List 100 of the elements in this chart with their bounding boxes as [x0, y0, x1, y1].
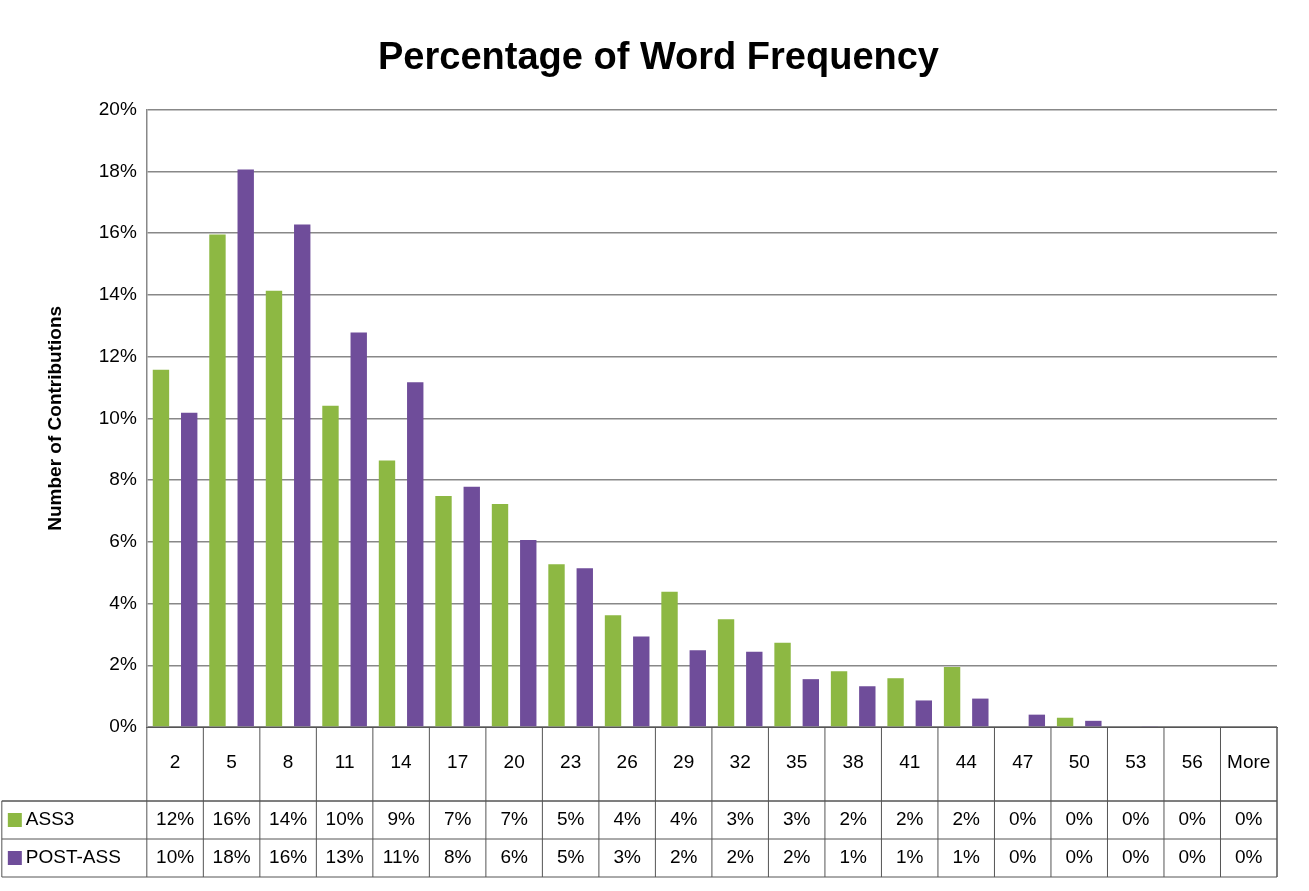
bar: [463, 486, 480, 727]
bar: [802, 679, 819, 727]
x-tick-label: 38: [842, 750, 864, 772]
bar: [548, 564, 565, 727]
data-label: 13%: [325, 846, 364, 868]
bar: [237, 169, 254, 727]
bar: [717, 619, 735, 727]
data-label: 9%: [387, 808, 415, 830]
x-tick-label: 8: [282, 750, 294, 772]
data-label: 18%: [212, 846, 251, 868]
data-label: 14%: [269, 808, 308, 830]
data-label: 8%: [443, 846, 472, 868]
data-label: 10%: [325, 808, 364, 830]
x-tick-label: 26: [616, 750, 638, 772]
data-label: 0%: [1008, 808, 1037, 830]
data-label: 1%: [952, 846, 981, 868]
x-tick-label: 47: [1012, 750, 1034, 772]
data-label: 1%: [839, 846, 868, 868]
bar: [520, 539, 537, 727]
y-tick-label: 4%: [109, 591, 137, 613]
bar: [576, 568, 593, 727]
bar: [265, 290, 283, 727]
x-tick-label: 23: [560, 750, 582, 772]
data-label: 0%: [1235, 808, 1263, 830]
x-tick-label: 5: [226, 750, 237, 772]
x-tick-label: 53: [1125, 750, 1147, 772]
data-label: 2%: [669, 846, 698, 868]
data-label: 3%: [782, 808, 811, 830]
bar: [435, 496, 452, 727]
x-tick-label: More: [1227, 750, 1271, 772]
data-label: 16%: [212, 808, 251, 830]
data-label: 0%: [1178, 808, 1207, 830]
data-label: 0%: [1008, 846, 1037, 868]
data-label: 6%: [500, 846, 528, 868]
data-label: 3%: [726, 808, 754, 830]
bar: [689, 650, 706, 727]
y-tick-label: 10%: [98, 406, 137, 428]
bar: [350, 332, 367, 727]
y-tick-label: 20%: [98, 97, 137, 119]
legend-label: POST-ASS: [25, 846, 121, 868]
bar: [209, 234, 226, 727]
data-label: 2%: [839, 808, 868, 830]
data-label: 4%: [613, 808, 641, 830]
data-label: 5%: [556, 808, 585, 830]
data-label: 2%: [952, 808, 981, 830]
bar: [491, 504, 509, 727]
y-tick-label: 18%: [98, 159, 137, 181]
data-label: 11%: [382, 846, 420, 868]
data-label: 1%: [895, 846, 924, 868]
y-axis-title: Number of Contributions: [43, 305, 65, 531]
bar: [774, 642, 791, 727]
y-tick-label: 12%: [98, 344, 137, 366]
data-label: 0%: [1121, 808, 1150, 830]
data-label: 2%: [726, 846, 754, 868]
bar: [604, 615, 622, 727]
x-tick-label: 44: [955, 750, 978, 772]
chart-title: Percentage of Word Frequency: [378, 35, 939, 78]
x-tick-label: 11: [334, 750, 355, 772]
data-label: 7%: [500, 808, 528, 830]
bar: [181, 412, 198, 727]
bar: [915, 700, 933, 727]
x-tick-label: 17: [447, 750, 469, 772]
bar: [633, 636, 650, 727]
y-tick-label: 14%: [98, 283, 137, 305]
y-tick-label: 16%: [98, 221, 137, 243]
x-tick-label: 35: [786, 750, 808, 772]
bar: [887, 678, 904, 727]
bar: [746, 651, 763, 727]
data-label: 0%: [1121, 846, 1150, 868]
x-tick-label: 56: [1181, 750, 1203, 772]
x-tick-label: 50: [1068, 750, 1090, 772]
x-tick-label: 41: [899, 750, 921, 772]
data-label: 2%: [782, 846, 811, 868]
x-tick-label: 32: [729, 750, 751, 772]
x-tick-label: 29: [673, 750, 695, 772]
data-label: 5%: [556, 846, 585, 868]
bar: [943, 667, 961, 727]
data-label: 0%: [1065, 808, 1094, 830]
x-tick-label: 20: [503, 750, 525, 772]
data-label: 0%: [1178, 846, 1207, 868]
bar: [859, 686, 876, 727]
y-tick-label: 8%: [109, 468, 137, 490]
data-label: 2%: [895, 808, 924, 830]
y-tick-label: 6%: [109, 530, 137, 552]
legend-label: ASS3: [25, 808, 75, 830]
data-label: 0%: [1235, 846, 1263, 868]
data-label: 16%: [269, 846, 308, 868]
data-label: 3%: [613, 846, 641, 868]
bar: [152, 369, 170, 727]
bar: [322, 405, 339, 727]
data-label: 0%: [1065, 846, 1094, 868]
bar: [972, 698, 989, 727]
bar: [1056, 717, 1074, 727]
bar: [378, 460, 396, 727]
y-tick-label: 2%: [109, 653, 137, 675]
data-label: 10%: [156, 846, 195, 868]
bar: [1085, 720, 1102, 727]
data-label: 4%: [669, 808, 698, 830]
bar: [1028, 714, 1046, 727]
bar: [407, 382, 424, 727]
